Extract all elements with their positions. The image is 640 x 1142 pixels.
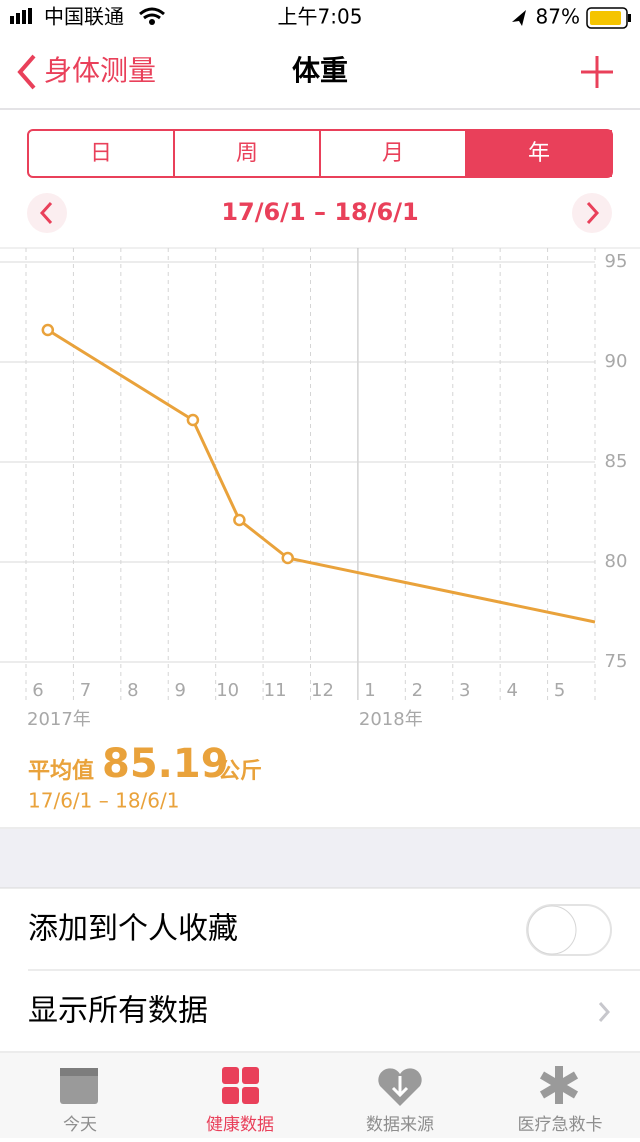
carrier: 中国联通 — [44, 5, 124, 29]
year-label: 2018年 — [359, 709, 423, 730]
x-tick-label: 12 — [311, 680, 334, 701]
x-tick-label: 7 — [80, 680, 91, 701]
x-tick-label: 11 — [264, 680, 287, 701]
x-tick-label: 5 — [554, 680, 565, 701]
line — [47, 328, 596, 624]
date-range: 17/6/1 – 18/6/1 — [221, 198, 418, 226]
y-tick-label: 90 — [605, 351, 628, 372]
tab[interactable]: 今天 — [63, 1115, 97, 1135]
time: 上午7:05 — [278, 5, 363, 29]
battery-text: 87% — [536, 5, 580, 29]
back-button[interactable]: 身体测量 — [44, 54, 156, 87]
segment[interactable]: 年 — [528, 141, 550, 166]
next-button[interactable] — [586, 201, 600, 225]
avg-value: 85.19 — [102, 741, 229, 787]
tab[interactable]: 数据来源 — [366, 1115, 434, 1135]
segment[interactable]: 日 — [90, 141, 112, 166]
tab[interactable]: 医疗急救卡 — [518, 1115, 603, 1135]
show-all-row[interactable]: 显示所有数据 — [28, 994, 208, 1029]
y-tick-label: 95 — [605, 251, 628, 272]
point — [186, 413, 200, 427]
x-tick-label: 1 — [364, 680, 375, 701]
x-tick-label: 6 — [32, 680, 43, 701]
x-tick-label: 9 — [175, 680, 186, 701]
x-tick-label: 8 — [127, 680, 138, 701]
y-tick-label: 75 — [605, 651, 628, 672]
x-tick-label: 10 — [216, 680, 239, 701]
point — [281, 551, 294, 565]
prev-button[interactable] — [39, 201, 53, 225]
y-tick-label: 85 — [605, 451, 628, 472]
point — [233, 513, 246, 527]
add-button[interactable] — [581, 56, 613, 88]
back-chevron[interactable] — [17, 54, 36, 90]
favorite-row[interactable]: 添加到个人收藏 — [28, 912, 238, 947]
avg-range: 17/6/1 – 18/6/1 — [28, 789, 179, 813]
tab[interactable]: 健康数据 — [206, 1115, 274, 1135]
x-tick-label: 3 — [459, 680, 470, 701]
x-tick-label: 2 — [412, 680, 423, 701]
nav-title: 体重 — [292, 54, 348, 87]
avg-unit: 公斤 — [218, 759, 262, 784]
segment[interactable]: 月 — [382, 141, 404, 166]
segment-selected — [466, 130, 612, 177]
x-tick-label: 4 — [506, 680, 517, 701]
avg-label: 平均值 — [28, 758, 94, 784]
y-tick-label: 80 — [605, 551, 628, 572]
point — [41, 323, 55, 337]
segment[interactable]: 周 — [236, 141, 258, 166]
year-label: 2017年 — [27, 709, 91, 730]
